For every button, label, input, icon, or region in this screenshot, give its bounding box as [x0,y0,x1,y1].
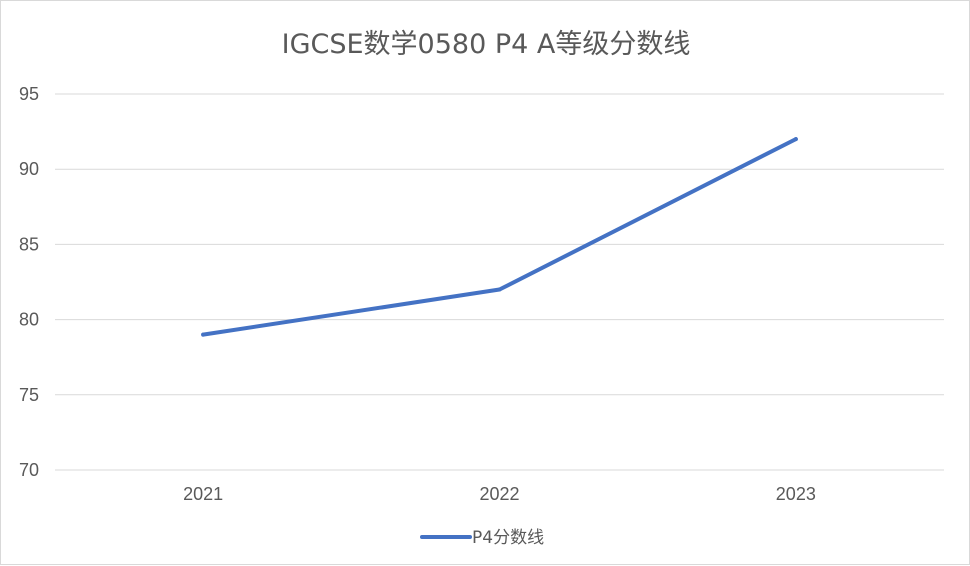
y-tick-label: 75 [19,385,39,405]
y-tick-label: 80 [19,310,39,330]
series-layer [201,137,798,337]
x-tick-label: 2021 [183,484,223,504]
x-tick-label: 2023 [776,484,816,504]
y-tick-label: 70 [19,460,39,480]
series-line-0 [201,137,798,337]
legend: P4分数线 [420,528,544,548]
x-tick-label: 2022 [479,484,519,504]
x-axis-tick-labels: 2021 2022 2023 [183,484,816,504]
data-point-2021 [201,332,206,337]
data-point-2022 [497,287,502,292]
legend-label: P4分数线 [472,528,544,548]
data-point-2023 [793,137,798,142]
gridlines [55,93,944,471]
chart-title: IGCSE数学0580 P4 A等级分数线 [282,29,691,60]
y-tick-label: 85 [19,234,39,254]
y-tick-label: 95 [19,84,39,104]
y-axis-tick-labels: 70 75 80 85 90 95 [19,84,39,480]
y-tick-label: 90 [19,159,39,179]
